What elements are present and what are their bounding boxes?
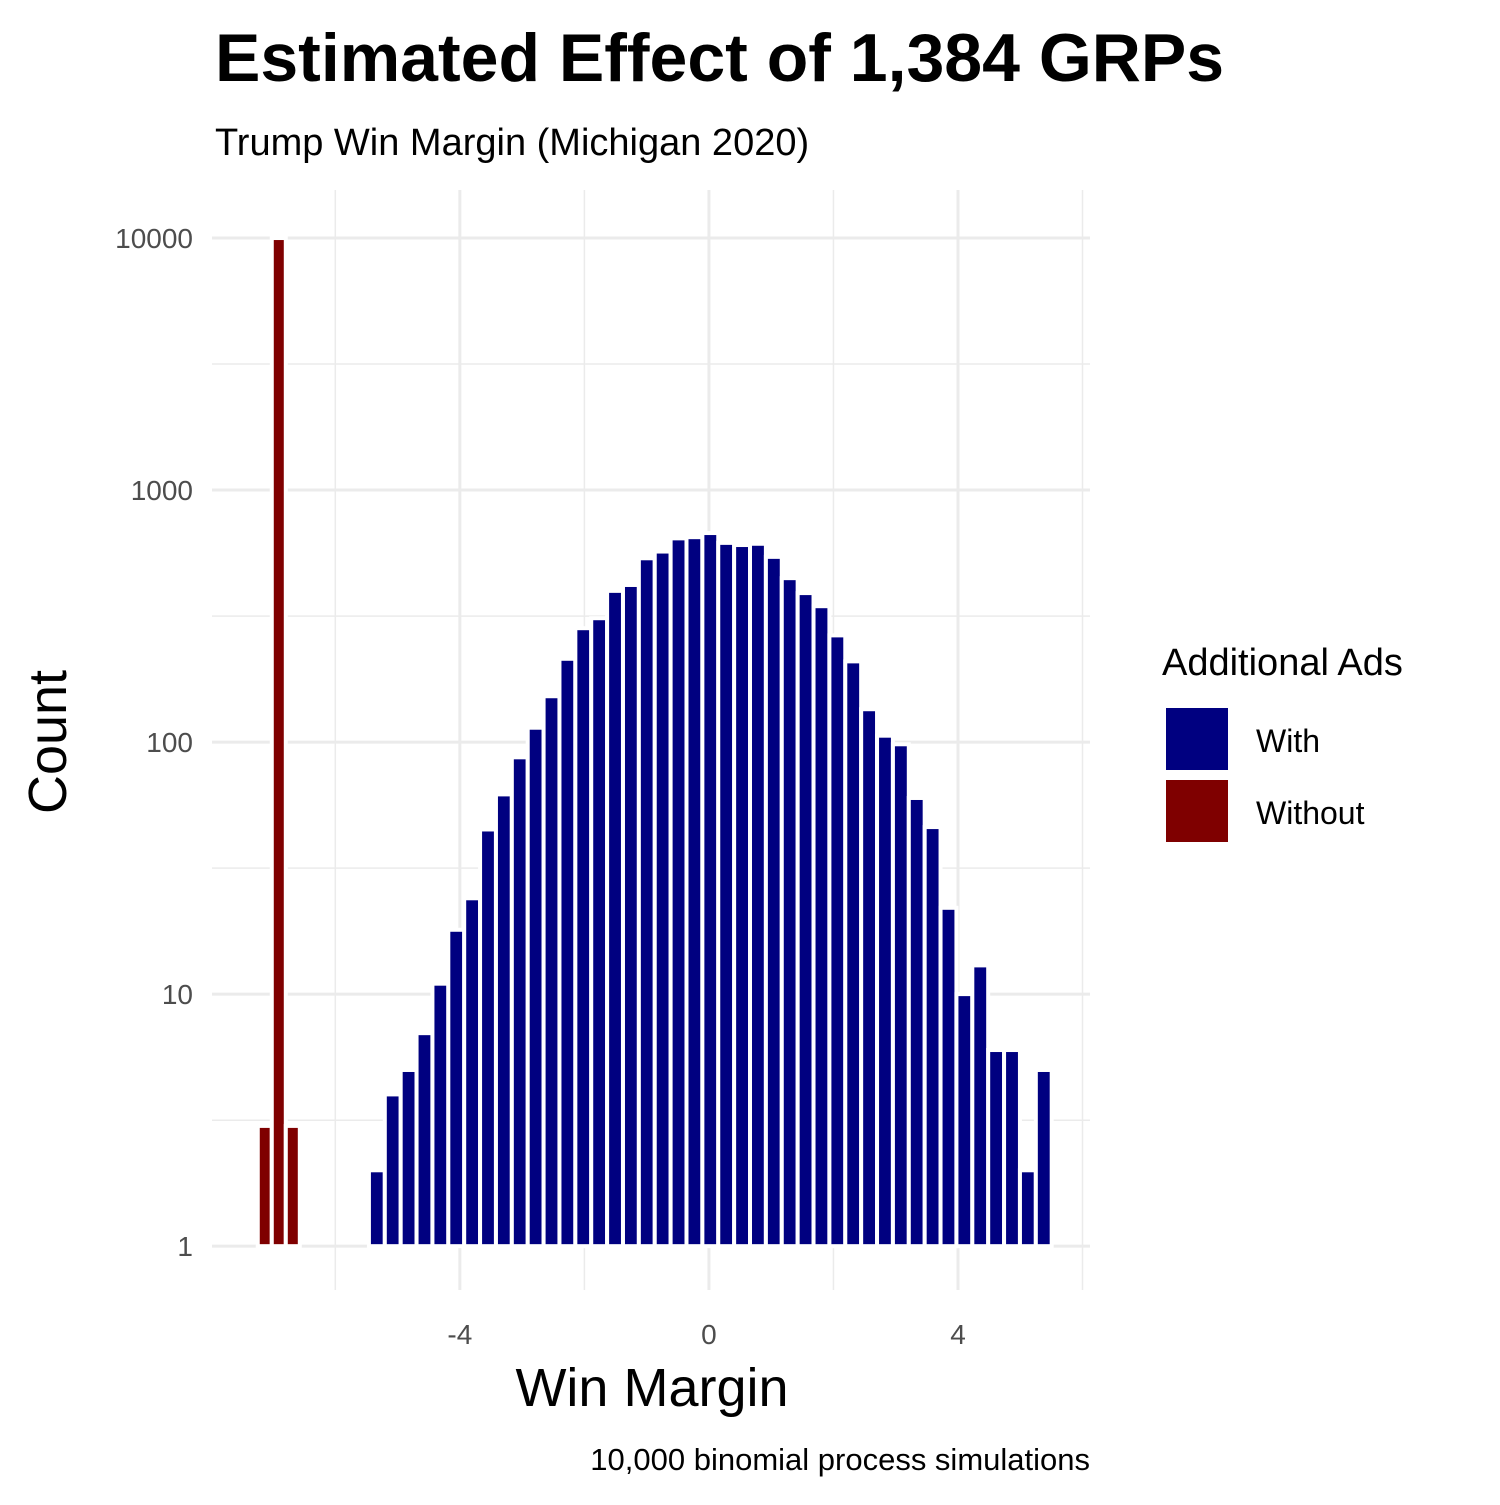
caption: 10,000 binomial process simulations	[590, 1442, 1090, 1477]
bar	[636, 556, 657, 1249]
bar	[700, 531, 721, 1249]
bar	[541, 694, 562, 1249]
bar	[859, 707, 880, 1249]
bar	[605, 588, 625, 1249]
bar	[795, 591, 816, 1249]
bar	[478, 827, 498, 1249]
x-axis-title: Win Margin	[515, 1358, 788, 1418]
bar	[446, 927, 467, 1249]
bar	[1033, 1067, 1054, 1249]
bar	[255, 1123, 274, 1249]
y-tick-label: 10	[162, 979, 193, 1010]
bar	[716, 540, 737, 1249]
bar	[954, 992, 975, 1249]
bar	[732, 543, 753, 1249]
x-tick-label: 0	[701, 1319, 717, 1350]
bar	[668, 536, 689, 1249]
bar	[557, 656, 578, 1249]
chart-subtitle: Trump Win Margin (Michigan 2020)	[215, 122, 809, 164]
bar	[922, 825, 943, 1249]
bar	[525, 725, 546, 1249]
bar	[283, 1123, 302, 1249]
bar	[970, 963, 991, 1249]
bar	[509, 755, 530, 1249]
y-tick-label: 100	[146, 727, 193, 758]
bar	[938, 905, 959, 1249]
bar	[430, 981, 451, 1249]
legend-title: Additional Ads	[1162, 642, 1403, 684]
bar	[684, 535, 705, 1249]
legend-label: With	[1256, 723, 1320, 759]
legend-label: Without	[1256, 795, 1365, 831]
bar	[269, 236, 288, 1249]
bar	[748, 541, 768, 1249]
bar	[462, 896, 483, 1249]
bar	[906, 795, 927, 1249]
y-tick-label: 1	[177, 1231, 193, 1262]
bar	[875, 733, 895, 1249]
bar	[398, 1067, 419, 1249]
bar	[811, 604, 832, 1249]
bar	[763, 554, 784, 1249]
bar	[986, 1048, 1007, 1249]
legend-key	[1166, 780, 1228, 842]
x-tick-label: 4	[950, 1319, 966, 1350]
bar	[620, 582, 641, 1249]
legend-key	[1166, 708, 1228, 770]
y-axis-title: Count	[18, 670, 78, 814]
bar	[589, 616, 610, 1249]
bar	[573, 626, 594, 1249]
bar	[779, 576, 800, 1249]
bar	[890, 742, 911, 1249]
bar	[1002, 1048, 1022, 1249]
y-tick-label: 10000	[115, 223, 193, 254]
x-tick-label: -4	[447, 1319, 472, 1350]
bar	[414, 1031, 435, 1249]
bar	[1017, 1168, 1038, 1249]
bar	[652, 549, 673, 1249]
bar	[843, 659, 864, 1249]
bar	[493, 792, 514, 1249]
chart-title: Estimated Effect of 1,384 GRPs	[215, 20, 1224, 96]
bar	[382, 1092, 403, 1249]
bar	[827, 633, 848, 1249]
y-tick-label: 1000	[131, 475, 193, 506]
bar	[366, 1168, 387, 1249]
